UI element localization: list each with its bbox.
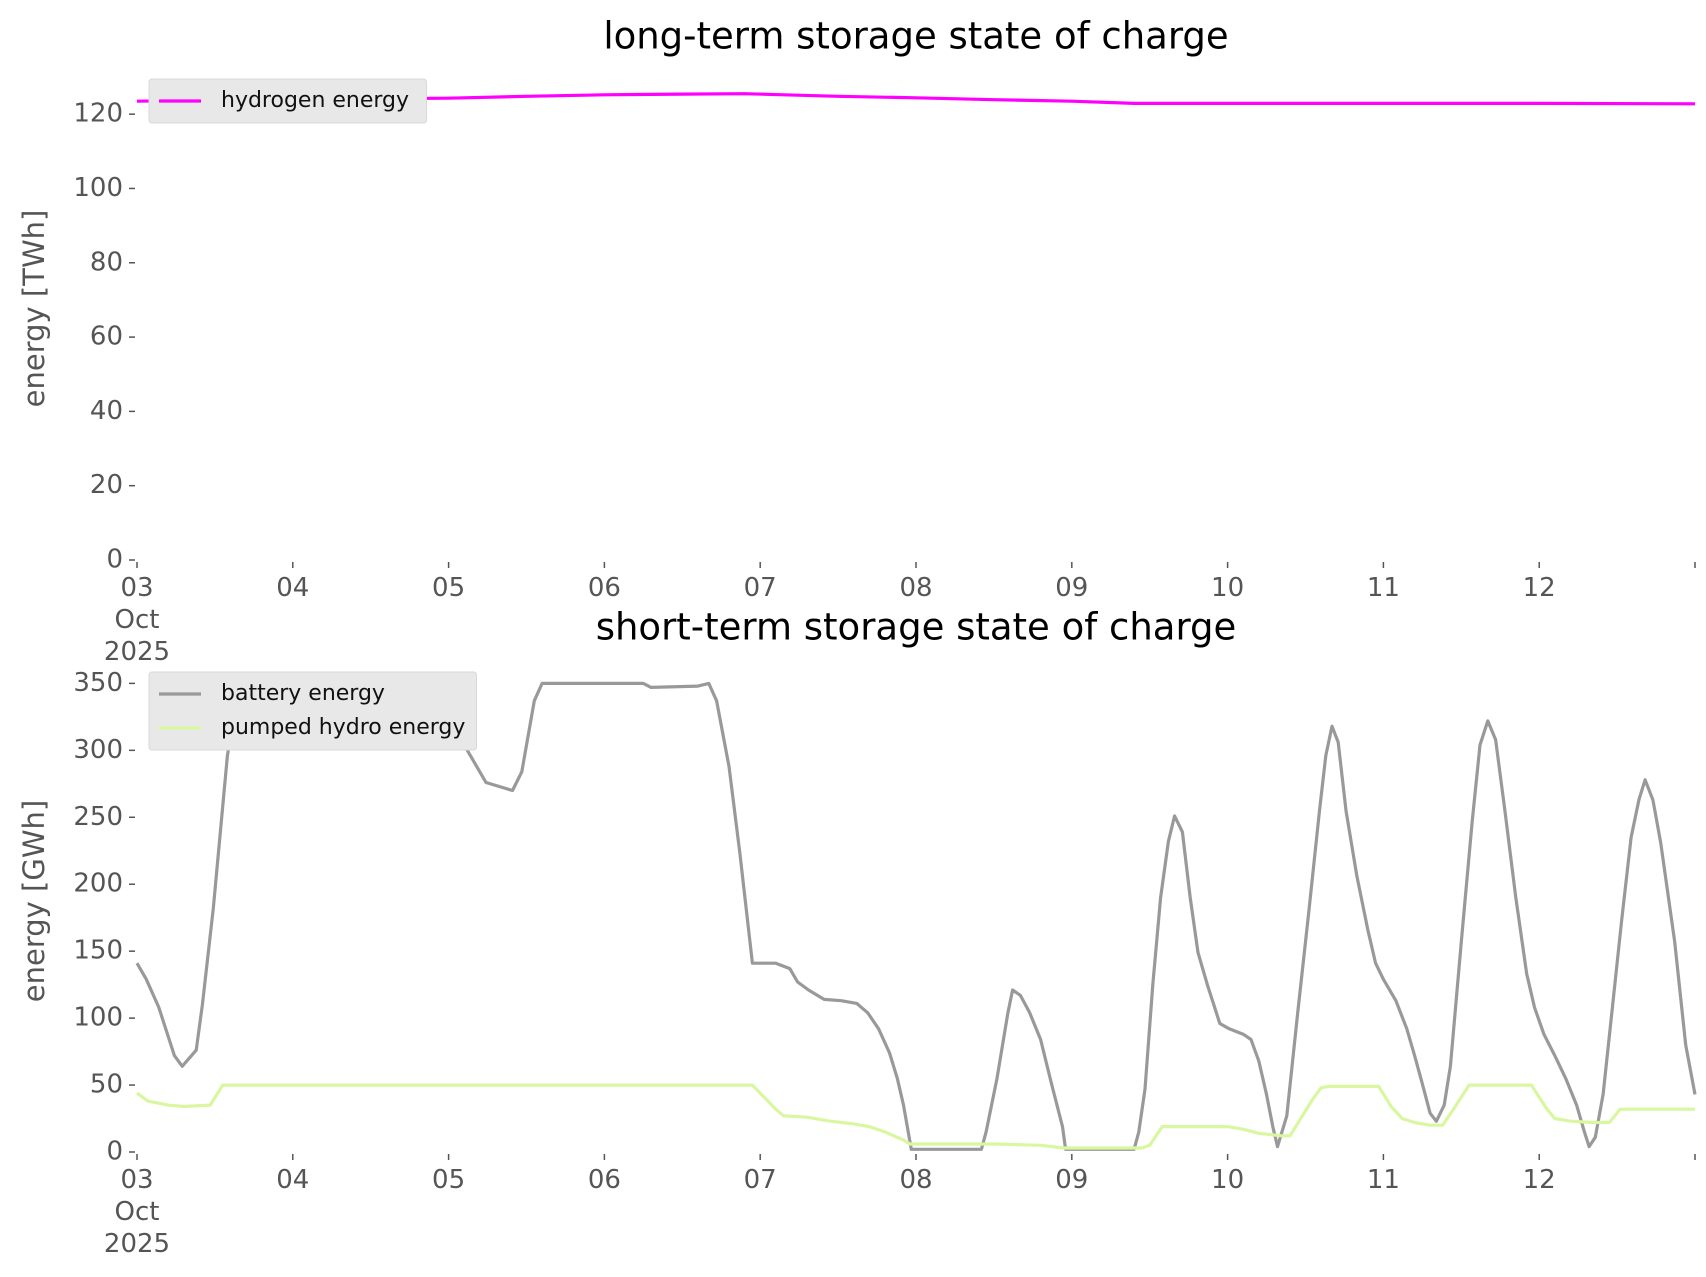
line: [136, 1083, 1695, 1150]
legend-label: battery energy: [221, 681, 385, 706]
legend-label: pumped hydro energy: [221, 715, 465, 740]
chart-title: short-term storage state of charge: [596, 606, 1237, 649]
x-tick-label: 09: [1055, 573, 1089, 603]
legend-box: [148, 78, 427, 124]
x-tick-label: 06: [587, 1165, 621, 1195]
legend-box: [148, 671, 477, 751]
y-tick-label: 0: [106, 545, 123, 575]
y-tick-label: 50: [90, 1070, 123, 1100]
y-tick-label: 60: [90, 322, 123, 352]
x-tick-label: 12: [1522, 1165, 1556, 1195]
x-tick-label: 05: [432, 573, 466, 603]
y-tick-label: 40: [90, 396, 123, 426]
x-tick-label: 11: [1366, 573, 1400, 603]
y-tick-label: 250: [73, 802, 123, 832]
x-tick-label: 05: [432, 1165, 466, 1195]
x-tick-label: 12: [1522, 573, 1556, 603]
y-tick-label: 20: [90, 470, 123, 500]
x-tick-label: 10: [1211, 573, 1245, 603]
x-tick-label: 09: [1055, 1165, 1089, 1195]
chart-title: long-term storage state of charge: [603, 15, 1228, 58]
legend-label: hydrogen energy: [221, 88, 409, 113]
x-tick-label: 08: [899, 1165, 933, 1195]
y-axis-label: energy [GWh]: [17, 800, 51, 1002]
line: [135, 681, 1697, 1151]
y-axis-label: energy [TWh]: [17, 210, 51, 408]
x-tick-label: 07: [743, 1165, 777, 1195]
x-tick-label: 04: [276, 573, 310, 603]
x-tick-label: 10: [1211, 1165, 1245, 1195]
x-tick-label: 11: [1366, 1165, 1400, 1195]
y-tick-label: 350: [73, 668, 123, 698]
y-tick-label: 150: [73, 936, 123, 966]
x-tick-label: 07: [743, 573, 777, 603]
x-tick-label: 06: [587, 573, 621, 603]
line: [136, 92, 1696, 106]
x-tick-label: 03 Oct 2025: [103, 573, 171, 667]
y-tick-label: 120: [73, 99, 123, 129]
y-tick-label: 0: [106, 1137, 123, 1167]
x-tick-label: 04: [276, 1165, 310, 1195]
x-tick-label: 08: [899, 573, 933, 603]
y-tick-label: 80: [90, 247, 123, 277]
y-tick-label: 200: [73, 869, 123, 899]
y-tick-label: 300: [73, 735, 123, 765]
x-tick-label: 03 Oct 2025: [103, 1165, 171, 1259]
y-tick-label: 100: [73, 1003, 123, 1033]
y-tick-label: 100: [73, 173, 123, 203]
